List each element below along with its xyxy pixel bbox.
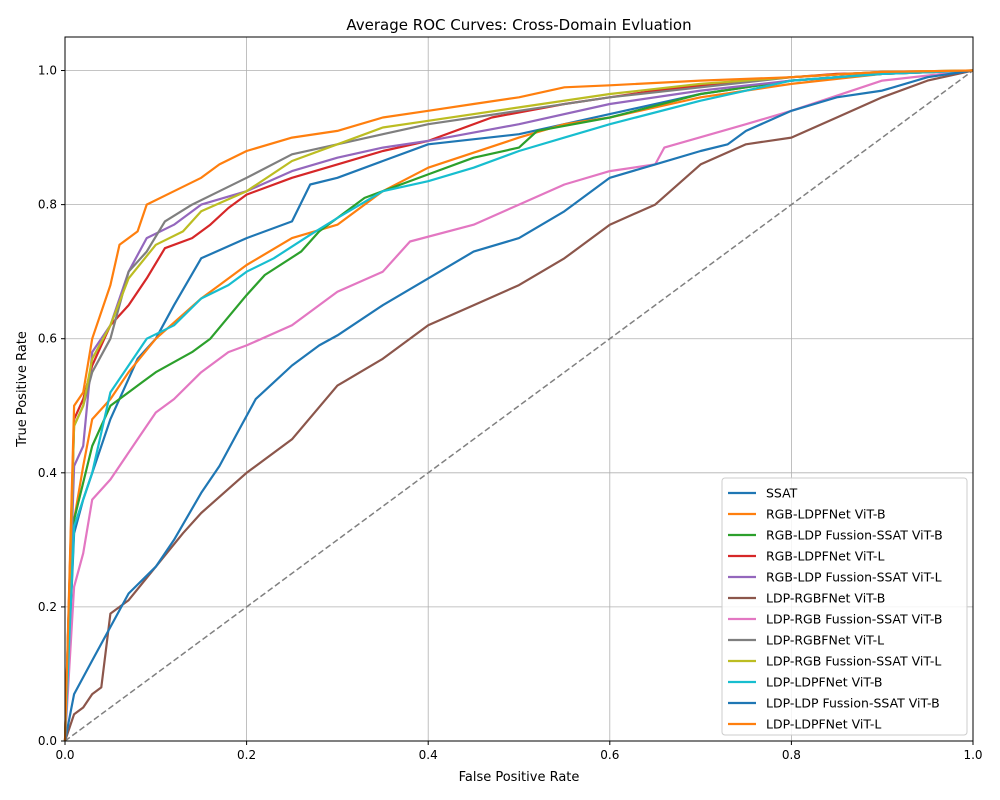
chance-diagonal bbox=[64, 69, 974, 742]
x-tick-label: 1.0 bbox=[963, 748, 982, 762]
legend-label: SSAT bbox=[766, 486, 798, 501]
x-tick-label: 0.8 bbox=[782, 748, 801, 762]
series-line-6 bbox=[63, 69, 974, 742]
legend-label: LDP-LDPFNet ViT-B bbox=[766, 675, 882, 690]
y-tick-label: 0.8 bbox=[38, 198, 57, 212]
series-line-9 bbox=[63, 69, 974, 742]
series-line-5 bbox=[63, 69, 974, 742]
series-line-1 bbox=[63, 69, 974, 742]
y-tick-label: 1.0 bbox=[38, 64, 57, 78]
plot-frame bbox=[64, 36, 974, 742]
y-tick-label: 0.6 bbox=[38, 332, 57, 346]
legend-label: LDP-RGB Fussion-SSAT ViT-B bbox=[766, 612, 942, 627]
legend-label: LDP-LDP Fussion-SSAT ViT-B bbox=[766, 696, 940, 711]
legend-label: RGB-LDP Fussion-SSAT ViT-B bbox=[766, 528, 943, 543]
x-tick-label: 0.4 bbox=[419, 748, 438, 762]
legend-label: RGB-LDPFNet ViT-L bbox=[766, 549, 884, 564]
y-tick-label: 0.2 bbox=[38, 600, 57, 614]
series-line-7 bbox=[63, 69, 974, 742]
x-tick-label: 0.6 bbox=[600, 748, 619, 762]
y-axis-label: True Positive Rate bbox=[15, 331, 30, 448]
chart-title: Average ROC Curves: Cross-Domain Evluati… bbox=[346, 16, 691, 34]
x-axis-label: False Positive Rate bbox=[459, 770, 580, 785]
series-line-8 bbox=[63, 69, 974, 742]
legend-label: LDP-RGBFNet ViT-L bbox=[766, 633, 884, 648]
roc-series bbox=[63, 69, 974, 742]
x-tick-label: 0.0 bbox=[55, 748, 74, 762]
y-tick-label: 0.0 bbox=[38, 734, 57, 748]
y-tick-label: 0.4 bbox=[38, 466, 57, 480]
axis-ticks: 0.0 0.2 0.4 0.6 0.8 1.0 0.0 0.2 0.4 0.6 0.8 1.0 bbox=[38, 64, 983, 762]
legend-label: RGB-LDP Fussion-SSAT ViT-L bbox=[766, 570, 942, 585]
legend-box bbox=[721, 477, 968, 736]
series-line-10 bbox=[63, 69, 974, 742]
series-line-4 bbox=[63, 69, 974, 742]
series-line-11 bbox=[63, 69, 974, 742]
legend-label: LDP-RGBFNet ViT-B bbox=[766, 591, 885, 606]
legend-label: LDP-RGB Fussion-SSAT ViT-L bbox=[766, 654, 941, 669]
legend-label: LDP-LDPFNet ViT-L bbox=[766, 717, 881, 732]
legend: SSAT RGB-LDPFNet ViT-B RGB-LDP Fussion-SSA… bbox=[721, 477, 968, 736]
legend-label: RGB-LDPFNet ViT-B bbox=[766, 507, 886, 522]
series-line-2 bbox=[63, 69, 974, 742]
x-tick-label: 0.2 bbox=[237, 748, 256, 762]
